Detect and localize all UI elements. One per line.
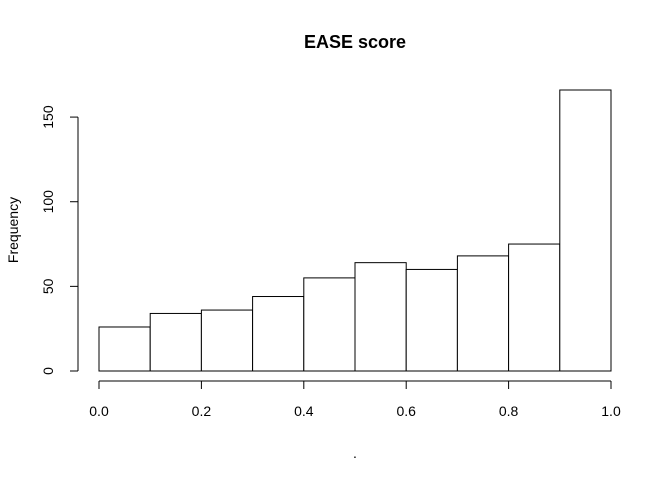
bars-group — [98, 89, 612, 372]
histogram-bar-0 — [98, 326, 151, 372]
histogram-bar-6 — [405, 268, 458, 372]
x-axis: 0.0 0.2 0.4 0.6 0.8 1.0 — [89, 380, 621, 419]
y-tick-label: 50 — [40, 278, 56, 294]
chart-title: EASE score — [304, 32, 406, 52]
histogram-bar-8 — [508, 243, 561, 372]
x-tick-label: 0.4 — [294, 403, 314, 419]
x-tick-label: 0.0 — [89, 403, 109, 419]
y-axis: 0 50 100 150 — [40, 105, 79, 375]
histogram-bar-2 — [200, 309, 254, 372]
histogram-bar-9 — [559, 89, 612, 372]
x-tick-label: 0.2 — [192, 403, 212, 419]
histogram-bar-1 — [149, 312, 202, 372]
y-axis-title: Frequency — [5, 197, 21, 263]
histogram-bar-3 — [252, 296, 305, 372]
x-tick-label: 0.8 — [499, 403, 519, 419]
y-tick-label: 100 — [40, 190, 56, 214]
histogram-bar-7 — [456, 255, 510, 372]
histogram-bar-4 — [303, 277, 356, 372]
x-tick-label: 0.6 — [396, 403, 416, 419]
y-tick-label: 0 — [40, 367, 56, 375]
x-axis-title: . — [353, 445, 357, 461]
histogram-bar-5 — [354, 262, 407, 372]
x-tick-label: 1.0 — [601, 403, 621, 419]
y-tick-label: 150 — [40, 105, 56, 129]
